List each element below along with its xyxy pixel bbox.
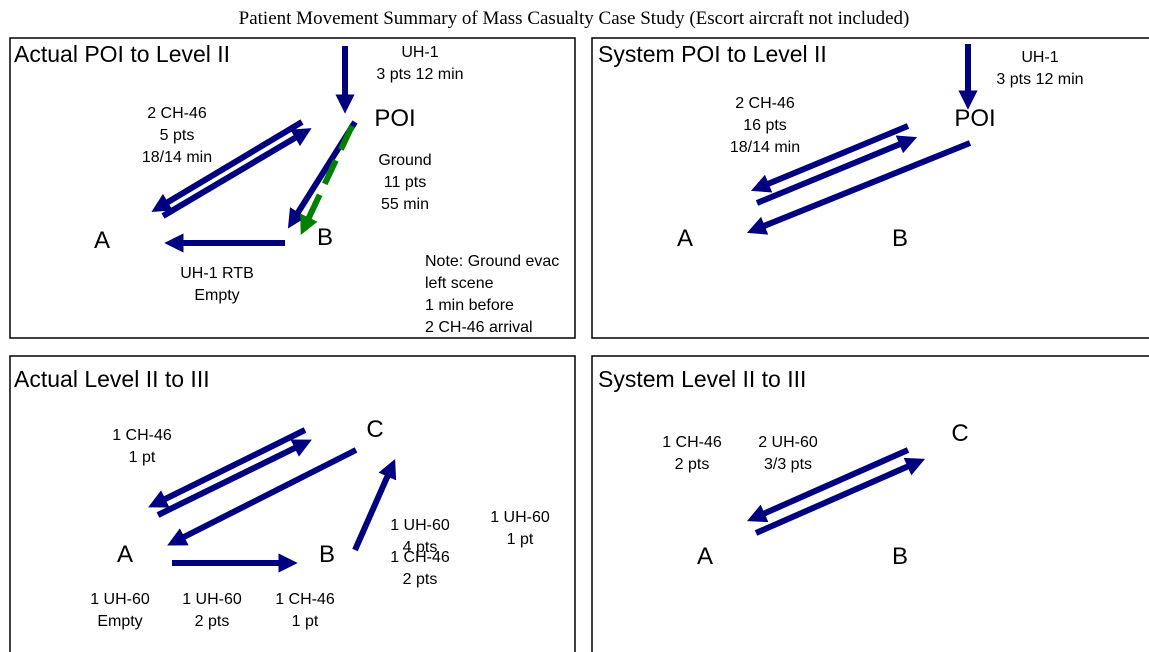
arrows (148, 44, 978, 573)
panel-frame (591, 355, 1149, 652)
flow-label: Note: Ground evac (425, 253, 559, 270)
node-label: A (697, 543, 713, 570)
flow-label: 1 UH-60 (390, 517, 450, 534)
panel-frame (9, 37, 576, 339)
flow-label: 2 CH-46 (147, 105, 207, 122)
flow-label: 1 UH-60 (490, 509, 550, 526)
flow-label: UH-1 (1021, 49, 1058, 66)
flow-label: 1 pt (129, 449, 156, 466)
flow-label: 1 min before (425, 297, 514, 314)
panel-title: System POI to Level II (598, 41, 827, 67)
node-label: B (892, 225, 908, 252)
flow-label: 1 pt (292, 613, 319, 630)
panel-title: Actual Level II to III (14, 366, 210, 392)
flow-label: 4 pts (403, 539, 438, 556)
panel-title: System Level II to III (598, 366, 806, 392)
flow-label: 1 UH-60 (182, 591, 242, 608)
flow-label: 2 CH-46 arrival (425, 319, 533, 336)
flow-label: 3 pts 12 min (996, 71, 1083, 88)
flow-label: UH-1 (401, 44, 438, 61)
flow-label: 3 pts 12 min (376, 66, 463, 83)
flow-label: 3/3 pts (764, 456, 812, 473)
flow-label: 1 UH-60 (90, 591, 150, 608)
flow-label: left scene (425, 275, 494, 292)
flow-label: 1 CH-46 (390, 549, 450, 566)
node-label: C (366, 416, 383, 443)
flow-label: 18/14 min (730, 139, 800, 156)
node-label: C (951, 420, 968, 447)
flow-label: Ground (378, 152, 431, 169)
flow-label: 11 pts (384, 174, 426, 191)
node-label: POI (954, 105, 995, 132)
flow-label: UH-1 RTB (180, 265, 254, 282)
node-label: B (319, 541, 335, 568)
page-title: Patient Movement Summary of Mass Casualt… (239, 8, 910, 29)
flow-label: 55 min (381, 196, 429, 213)
node-label: POI (374, 105, 415, 132)
node-label: A (677, 225, 693, 252)
node-label: B (317, 224, 333, 251)
node-label: B (892, 543, 908, 570)
flow-label: 1 pt (507, 531, 534, 548)
panel-title: Actual POI to Level II (14, 41, 230, 67)
flow-label: 5 pts (160, 127, 195, 144)
panel-frame (591, 37, 1149, 339)
flow-label: 1 CH-46 (112, 427, 172, 444)
flow-label: 2 pts (403, 571, 438, 588)
flow-label: Empty (194, 287, 239, 304)
flow-label: 1 CH-46 (662, 434, 722, 451)
flow-label: 1 CH-46 (275, 591, 335, 608)
flow-label: 18/14 min (142, 149, 212, 166)
flow-label: 2 pts (675, 456, 710, 473)
panel-frame (9, 355, 576, 652)
flow-label: 2 pts (195, 613, 230, 630)
flow-label: 2 CH-46 (735, 95, 795, 112)
flow-label: 16 pts (743, 117, 787, 134)
flow-label: 2 UH-60 (758, 434, 818, 451)
flow-label: Empty (97, 613, 142, 630)
node-label: A (117, 541, 133, 568)
node-label: A (94, 227, 110, 254)
